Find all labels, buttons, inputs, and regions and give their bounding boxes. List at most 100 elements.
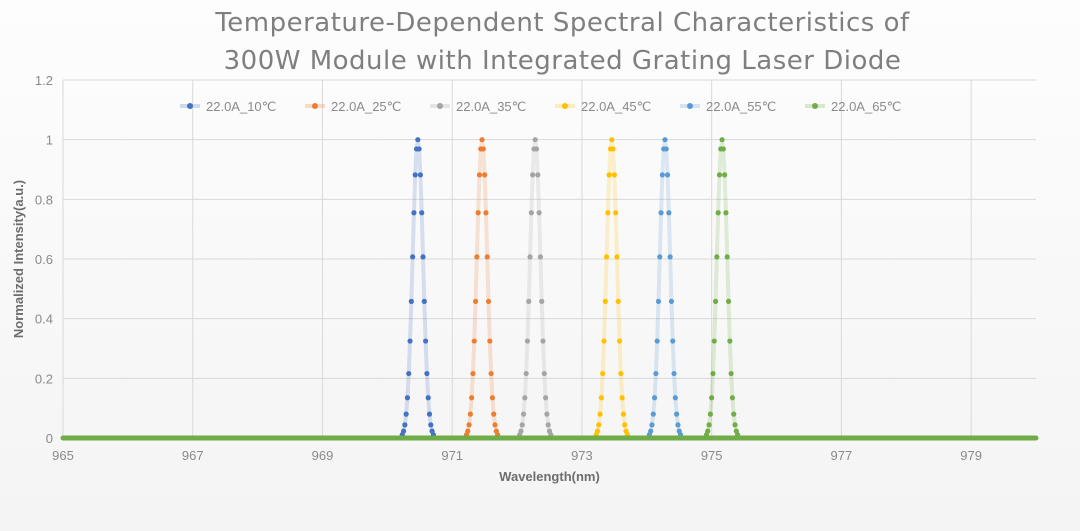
data-point [725,298,732,304]
data-point [408,298,414,304]
data-point [705,428,711,434]
legend-label: 22.0A_65℃ [831,99,901,114]
data-point [596,422,602,428]
data-point [421,298,427,304]
series-line [647,139,683,436]
legend-marker [187,103,193,109]
data-point [476,172,483,178]
y-tick-label: 0.4 [35,312,53,327]
data-point [472,298,479,304]
data-point [416,146,422,152]
series-line [704,139,740,436]
series-line [400,139,436,436]
data-point [400,428,407,434]
data-point [489,395,496,401]
data-point [520,411,527,417]
chart-title-line-1: Temperature-Dependent Spectral Character… [215,8,910,38]
data-point [417,172,424,178]
legend-label: 22.0A_25℃ [331,99,401,114]
data-point [522,395,528,401]
data-point [537,254,544,260]
data-point [729,395,736,401]
data-point [620,411,627,417]
data-point [706,422,712,428]
data-point [672,395,678,401]
data-point [543,395,549,401]
data-point [657,254,663,260]
data-point [544,411,550,417]
data-point [530,172,536,178]
data-point [662,137,668,143]
data-point [616,338,623,344]
data-point [723,210,729,216]
data-point [659,172,665,178]
data-point [653,370,659,377]
data-point [482,172,488,178]
data-point [535,172,541,178]
data-point [412,172,418,178]
data-point [485,298,492,304]
data-point [651,395,658,401]
data-point [602,298,608,304]
legend-label: 22.0A_10℃ [206,99,276,114]
data-point [711,338,717,344]
data-point [519,422,525,428]
data-point [709,395,715,401]
data-point [618,370,624,377]
x-tick-label: 975 [701,448,723,463]
x-axis-label: Wavelength(nm) [499,469,600,484]
data-point [724,254,730,260]
data-point [420,254,426,260]
y-tick-label: 0.8 [35,192,53,207]
data-point [714,254,720,260]
y-tick-label: 1 [46,133,53,148]
data-point [419,210,425,216]
data-point [610,146,616,152]
data-point [487,338,493,344]
legend-marker [312,103,318,109]
y-axis-label: Normalized Intensity(a.u.) [11,180,26,338]
data-point [609,137,615,143]
data-point [475,210,481,216]
data-point [670,338,676,344]
y-tick-label: 0.2 [35,371,53,386]
data-point [720,146,726,152]
series-line [464,139,500,436]
data-point [655,298,662,304]
x-tick-label: 977 [831,448,853,463]
data-point [707,411,713,417]
data-point [491,411,497,417]
data-point [541,370,547,377]
data-point [619,395,625,401]
data-point [650,411,656,417]
data-point [648,428,654,434]
data-point [539,298,545,304]
data-point [600,370,606,377]
data-point [668,298,675,304]
legend-marker [812,103,818,109]
x-tick-label: 965 [52,448,74,463]
y-tick-label: 0.6 [35,252,53,267]
data-point [483,210,489,216]
data-point [524,338,531,344]
data-point [428,422,434,428]
data-point [423,338,429,344]
data-point [424,370,430,377]
data-point [716,172,723,178]
data-point [411,210,417,216]
data-point [545,422,551,428]
data-point [614,254,620,260]
data-point [410,254,416,260]
data-point [605,210,611,216]
data-point [492,422,498,428]
data-point [663,146,669,152]
data-point [606,172,612,178]
data-point [536,210,542,216]
data-point [523,370,529,377]
y-tick-label: 1.2 [35,73,53,88]
x-tick-label: 979 [960,448,982,463]
data-point [666,210,672,216]
legend-marker [562,103,568,109]
